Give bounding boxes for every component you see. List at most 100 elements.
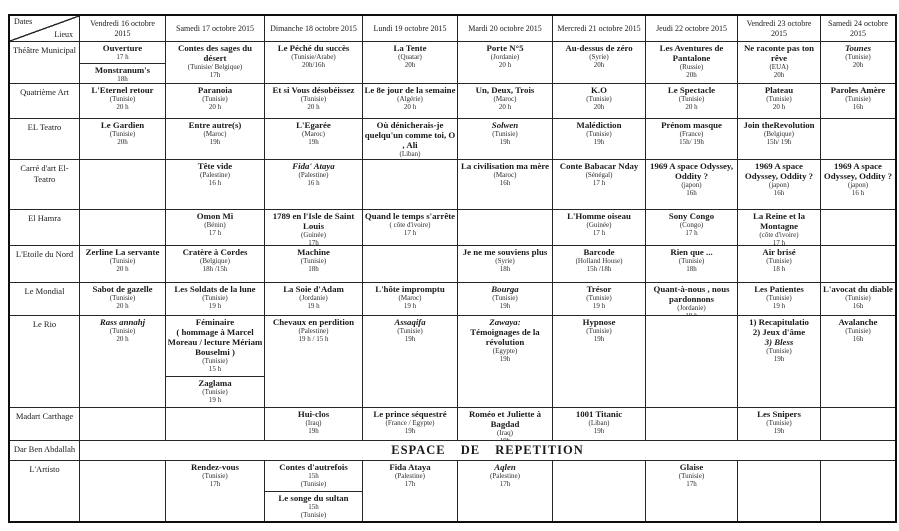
schedule-cell — [821, 246, 895, 283]
schedule-cell: Rendez-vous (Tunisie) 17h — [166, 461, 265, 521]
schedule-cell — [80, 408, 166, 441]
date-header-label: Mardi 20 octobre 2015 — [468, 23, 542, 33]
show-meta: 20h — [852, 61, 864, 70]
show-group: Solwen (Tunisie) 19h — [458, 119, 552, 149]
show-title: Bourga — [491, 284, 519, 294]
show-group: Sabot de gazelle (Tunisie) 20 h — [80, 283, 165, 313]
show-group: 1001 Titanic (Liban) 19h — [553, 408, 645, 438]
schedule-cell: Et si Vous désobéissez (Tunisie) 20 h — [265, 84, 363, 119]
schedule-cell: Le 8e jour de la semaine (Algérie) 20 h — [363, 84, 458, 119]
show-title: La civilisation ma mère — [460, 161, 550, 171]
show-meta: 20 h — [116, 103, 129, 112]
schedule-cell: Contes d'autrefois 15h (Tunisie) Le songe d… — [265, 461, 363, 521]
show-group: Sony Congo (Congo) 17 h — [646, 210, 737, 240]
show-title: Les Aventures de Pantalone — [659, 43, 724, 64]
show-meta: (Liban) — [588, 419, 610, 428]
schedule-cell — [821, 408, 895, 441]
show-group: Ouverture 17 h — [80, 42, 165, 63]
schedule-cell: Ouverture 17 h Monstranum's 18h — [80, 42, 166, 84]
schedule-cell: Contes des sages du désert (Tunisie/ Belg… — [166, 42, 265, 84]
show-title: Paranoia — [197, 85, 233, 95]
show-title: 3) Bless — [764, 337, 794, 348]
date-header: Samedi 24 octobre 2015 — [821, 16, 895, 42]
show-meta: 16 h — [208, 179, 222, 188]
show-meta: 18h — [117, 75, 128, 84]
schedule-cell: Sabot de gazelle (Tunisie) 20 h — [80, 283, 166, 316]
show-title: L'Egarée — [296, 120, 331, 130]
date-header-label: Mercredi 21 octobre 2015 — [557, 23, 641, 33]
schedule-cell: Malédiction (Tunisie) 19h — [553, 119, 646, 160]
schedule-cell: Paranoia (Tunisie) 20 h — [166, 84, 265, 119]
show-meta: (Palestine) — [298, 171, 329, 180]
header-row: Dates Lieux Vendredi 16 octobre 2015 Samedi… — [10, 16, 895, 42]
schedule-cell: Glaise (Tunisie) 17h — [646, 461, 738, 521]
show-meta: (Maroc) — [493, 171, 517, 180]
show-group: Conte Babacar Nday (Sénégal) 17 h — [553, 160, 645, 190]
show-group: Paranoia (Tunisie) 20 h — [166, 84, 264, 114]
show-meta: 15h/ 19h — [679, 138, 704, 147]
schedule-cell: Porte N°5 (Jordanie) 20 h — [458, 42, 553, 84]
venue-label: Dar Ben Abdallah — [13, 444, 76, 454]
schedule-cell: Avalanche (Tunisie) 16h — [821, 316, 895, 408]
schedule-cell: Cratère à Cordes (Belgique) 18h /15h — [166, 246, 265, 283]
date-header: Lundi 19 octobre 2015 — [363, 16, 458, 42]
show-title: Conte Babacar Nday — [559, 161, 639, 171]
show-meta: 19h — [308, 138, 319, 147]
show-title: Sony Congo — [668, 211, 715, 221]
show-title: 1969 A space Odyssey, Oddity ? — [744, 161, 814, 182]
venue-cell: Quatrième Art — [10, 84, 80, 119]
show-group: 1969 A space Odyssey, Oddity ? (japon) 16h — [646, 160, 737, 200]
show-group: Barcode (Holland House) 15h /18h — [553, 246, 645, 276]
schedule-cell: L'Eternel retour (Tunisie) 20 h — [80, 84, 166, 119]
date-header: Jeudi 22 octobre 2015 — [646, 16, 738, 42]
show-meta: (Russie) — [679, 63, 704, 72]
show-meta: (Guinée) — [301, 231, 326, 240]
venue-row: Quatrième Art L'Eternel retour (Tunisie) 20… — [10, 84, 895, 119]
show-title: Fida Ataya — [389, 462, 431, 472]
schedule-cell: Join theRevolution (Belgique) 15h/ 19h — [738, 119, 821, 160]
show-title: 1969 A space Odyssey, Oddity ? — [649, 161, 734, 182]
show-meta: 20 h — [498, 103, 512, 112]
show-title: Chevaux en perdition — [272, 317, 355, 327]
show-meta: 15h — [308, 472, 319, 481]
show-group: Avalanche (Tunisie) 16h — [821, 316, 895, 346]
show-meta: 17h — [209, 480, 221, 489]
show-meta: (Tunisie) — [109, 327, 136, 336]
schedule-cell: Les Aventures de Pantalone (Russie) 20h — [646, 42, 738, 84]
show-title: Je ne me souviens plus — [462, 247, 548, 257]
show-meta: 20 h — [116, 335, 129, 344]
show-group: Contes d'autrefois 15h (Tunisie) — [265, 461, 362, 491]
show-group: Zerline La servante (Tunisie) 20 h — [80, 246, 165, 276]
schedule-cell: 1969 A space Odyssey, Oddity ? (japon) 16h — [646, 160, 738, 210]
show-title: Rien que ... — [670, 247, 713, 257]
show-title: Zerline La servante — [85, 247, 160, 257]
show-group: 1) Recapitulatio 2) Jeux d'âme 3) Bless (Tu… — [738, 316, 820, 366]
schedule-cell — [738, 461, 821, 521]
schedule-cell: Ne raconte pas ton rêve (EUA) 20h — [738, 42, 821, 84]
show-meta: 17 h — [403, 229, 417, 238]
show-meta: 20 h — [307, 103, 320, 112]
venue-row: Théâtre Municipal Ouverture 17 h Monstranum… — [10, 42, 895, 84]
schedule-cell: Rien que ... (Tunisie) 18h — [646, 246, 738, 283]
show-group: Entre autre(s) (Maroc) 19h — [166, 119, 264, 149]
dates-label: Dates — [14, 17, 33, 26]
show-meta: (Tunisie) — [492, 130, 518, 139]
show-meta: (Iraq) — [305, 419, 322, 428]
schedule-cell — [80, 210, 166, 246]
show-title: Solwen — [491, 120, 519, 130]
date-header: Mardi 20 octobre 2015 — [458, 16, 553, 42]
show-title: Où dénicherais-je quelqu'un comme toi, O… — [364, 120, 456, 151]
show-title: Glaise — [679, 462, 704, 472]
show-group: L'avocat du diable (Tunisie) 16h — [821, 283, 895, 313]
show-meta: 20 h — [772, 103, 786, 112]
date-header: Mercredi 21 octobre 2015 — [553, 16, 646, 42]
schedule-cell — [458, 210, 553, 246]
schedule-cell — [80, 160, 166, 210]
show-title: Omon Mi — [196, 211, 234, 221]
venue-label: Carré d'art El-Teatro — [20, 163, 69, 184]
show-group: La civilisation ma mère (Maroc) 16h — [458, 160, 552, 190]
show-meta: 17 h — [592, 179, 606, 188]
venue-label: Quatrième Art — [20, 87, 69, 97]
show-meta: (Quatar) — [398, 53, 422, 62]
show-group: Et si Vous désobéissez (Tunisie) 20 h — [265, 84, 362, 114]
